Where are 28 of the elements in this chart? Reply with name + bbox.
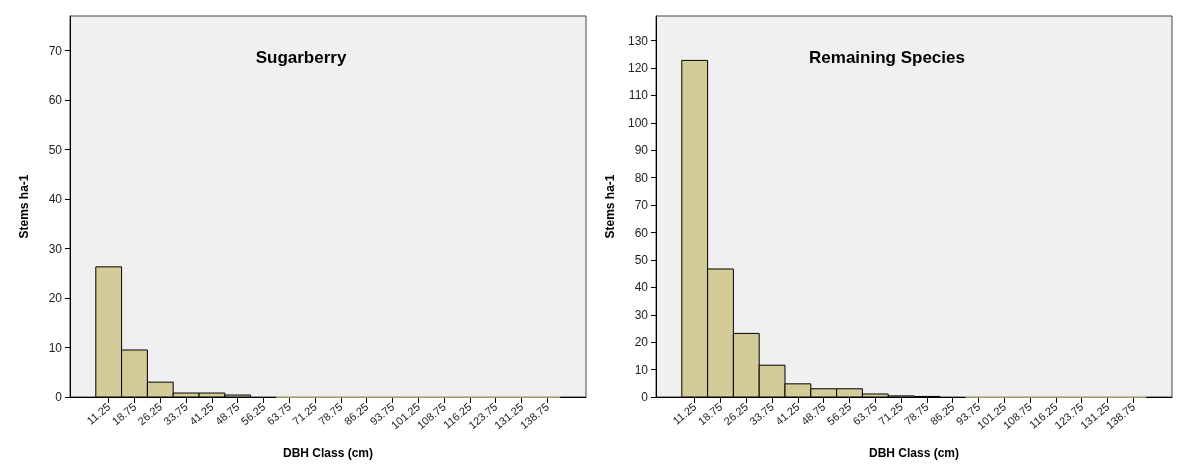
- y-tick-label: 50: [634, 252, 649, 267]
- y-tick-label: 40: [48, 192, 63, 207]
- y-tick-label: 30: [634, 307, 649, 322]
- y-tick-label: 130: [627, 33, 649, 48]
- y-tick-label: 0: [641, 390, 649, 404]
- y-tick-label: 40: [634, 280, 649, 295]
- y-tick-label: 30: [48, 241, 63, 256]
- y-tick-label: 0: [55, 390, 63, 404]
- y-tick-label: 70: [634, 198, 649, 213]
- y-tick-label: 10: [48, 340, 63, 355]
- text: Remaining Species: [809, 48, 965, 67]
- y-axis-title: Stems ha-1: [603, 174, 617, 239]
- y-tick-label: 60: [634, 225, 649, 240]
- y-tick-label: 100: [627, 115, 649, 130]
- y-tick-label: 10: [634, 362, 649, 377]
- y-tick-label: 50: [48, 142, 63, 157]
- y-tick-label: 20: [634, 335, 649, 350]
- text: Sugarberry: [255, 48, 347, 67]
- y-tick-label: 80: [634, 170, 649, 185]
- y-tick-label: 20: [48, 291, 63, 306]
- x-axis-title: DBH Class (cm): [868, 446, 960, 460]
- x-axis-title: DBH Class (cm): [282, 446, 374, 460]
- y-tick-label: 90: [634, 143, 649, 158]
- y-tick-label: 120: [627, 61, 649, 76]
- y-tick-label: 70: [48, 43, 63, 58]
- y-axis-title: Stems ha-1: [17, 174, 31, 239]
- y-tick-label: 60: [48, 93, 63, 108]
- y-tick-label: 110: [628, 88, 649, 103]
